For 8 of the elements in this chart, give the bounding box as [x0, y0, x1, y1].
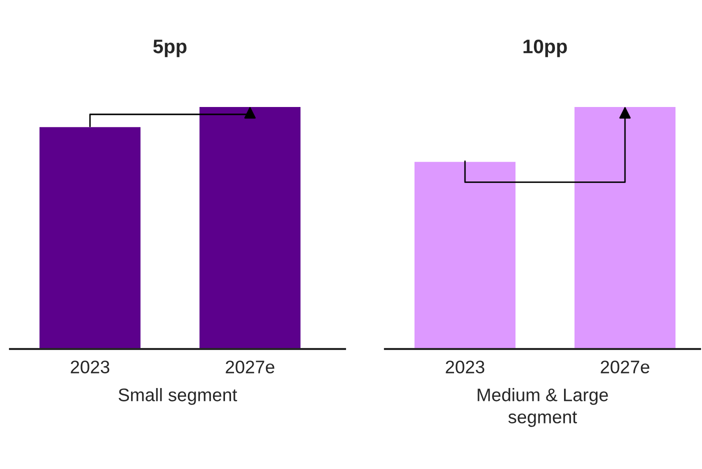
text: 5pp: [153, 40, 186, 58]
x-tick-label: 2027e: [226, 360, 274, 374]
x-axis-title: Medium & Large segment: [478, 388, 608, 427]
x-tick-label: 2027e: [600, 360, 650, 374]
text: 10pp: [524, 40, 567, 58]
x-axis-title: Small segment: [118, 388, 238, 405]
x-tick-label: 2023: [70, 360, 110, 374]
x-tick-label: 2023: [446, 360, 484, 374]
